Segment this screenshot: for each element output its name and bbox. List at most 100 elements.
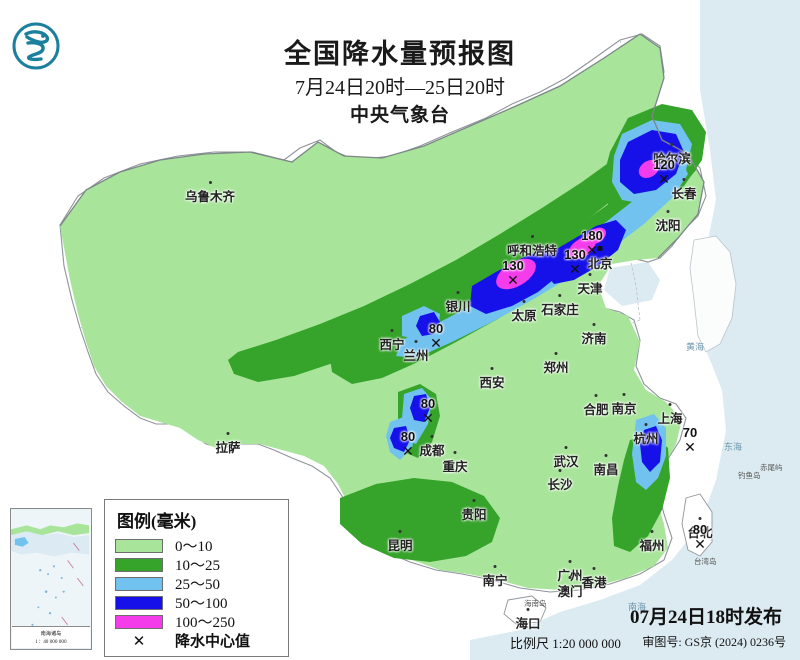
city-name: 呼和浩特 [506,244,558,258]
precip-center-marker-icon: ✕ [132,632,146,650]
precipitation-center: 80 ✕ [429,322,443,350]
sea-label: 黄海 [686,342,705,352]
inset-boundary-dashes [61,542,84,626]
city-marker-icon [558,469,562,472]
band-50-100mm-sichuan-n [410,394,430,422]
city-label: 石家庄 [541,294,579,318]
city-label: 呼和浩特 [506,235,558,259]
legend-range-label: 50～100 [175,596,228,612]
city-label: 福州 [639,530,665,554]
city-label: 杭州 [633,423,659,447]
inset-scale-box: 南海诸岛 1：40 000 000 [12,626,90,648]
city-marker-icon [430,435,434,438]
city-name: 贵阳 [461,508,487,522]
city-label: 武汉 [553,446,579,470]
precipitation-center: 80 ✕ [421,397,435,425]
precipitation-center-value: 120 [653,157,675,172]
city-marker-icon [493,565,497,568]
city-marker-icon [414,340,418,343]
city-marker-icon [597,246,603,251]
city-label: 哈尔滨 [653,143,691,167]
city-marker-icon [666,210,670,213]
city-name: 上海 [657,412,683,426]
city-name: 银川 [445,300,471,314]
city-marker-icon [668,403,672,406]
city-marker-icon [682,178,686,181]
precipitation-center: 180 ✕ [581,229,603,257]
band-50-100mm-zhejiang [640,426,662,472]
city-label: 海口 [515,608,541,632]
city-label: 太原 [511,300,537,324]
band-25-50mm-main [396,160,688,358]
city-name: 太原 [511,309,537,323]
city-marker-icon [456,291,460,294]
city-name: 哈尔滨 [653,152,691,166]
map-approval-number: 审图号: GS京 (2024) 0236号 [642,635,786,649]
city-marker-icon [568,560,572,563]
city-name: 重庆 [442,460,468,474]
precipitation-center-value: 80 [428,321,444,336]
city-label: 重庆 [442,451,468,475]
city-name: 海口 [515,617,541,631]
city-label: 澳门 [557,576,583,600]
band-10-25mm-lower-belt [228,128,672,382]
precipitation-center-value: 180 [581,228,603,243]
city-marker-icon [398,530,402,533]
inset-map-canvas [11,509,91,649]
sea-area [470,0,800,660]
taiwan-island [681,493,713,557]
precipitation-center-value: 80 [692,522,708,537]
precipitation-center: 70 ✕ [683,426,697,454]
legend-marker-label: 降水中心值 [175,634,251,650]
legend-range-label: 0～10 [175,539,213,555]
korea-landmass [689,235,737,353]
precipitation-center-value: 130 [564,247,586,262]
legend-row: 10～25 [115,555,280,574]
city-label: 台北 [687,517,713,541]
legend-row: 100～250 [115,612,280,631]
legend-panel: 图例(毫米) 0～10 10～25 25～50 50～100 100～250 ✕ 降水中… [104,499,289,657]
island-label: 赤尾屿 [760,463,783,472]
inset-precip-band [11,523,90,536]
precipitation-center: 130 ✕ [564,248,586,276]
sea-label: 南海 [628,602,647,612]
city-name: 成都 [419,444,445,458]
legend-color-swatch [115,557,163,572]
band-10-25mm-southwest [340,478,500,562]
city-label: 上海 [657,403,683,427]
bohai-inner-sea [604,262,660,306]
city-name: 福州 [639,539,665,553]
city-label: 济南 [581,323,607,347]
band-50-100mm-chengdu [390,426,410,452]
issue-time: 07月24日18时发布 [629,607,782,628]
precip-center-marker-icon: ✕ [586,242,598,258]
city-marker-icon [522,300,526,303]
precipitation-center-value: 80 [420,396,436,411]
precip-center-marker-icon: ✕ [507,272,519,288]
city-label: 长沙 [547,469,573,493]
legend-range-label: 100～250 [175,615,236,631]
city-name: 西宁 [379,338,405,352]
city-name: 南昌 [593,463,619,477]
precipitation-center-value: 70 [682,425,698,440]
city-marker-icon [670,143,674,146]
city-name: 南京 [611,402,637,416]
precipitation-center: 120 ✕ [653,158,675,186]
precipitation-center: 80 ✕ [401,430,415,458]
city-label: 南宁 [482,565,508,589]
legend-rows: 0～10 10～25 25～50 50～100 100～250 [115,536,280,631]
city-label: 银川 [445,291,471,315]
city-marker-icon [390,329,394,332]
city-marker-icon [650,530,654,533]
city-name: 合肥 [583,403,609,417]
inset-islands [31,565,65,626]
city-label: 北京 [587,246,613,272]
city-marker-icon [526,608,530,611]
city-name: 杭州 [633,432,659,446]
sea-label: 东海 [724,442,743,452]
city-label: 天津 [577,273,603,297]
legend-title: 图例(毫米) [117,512,197,531]
city-marker-icon [472,499,476,502]
